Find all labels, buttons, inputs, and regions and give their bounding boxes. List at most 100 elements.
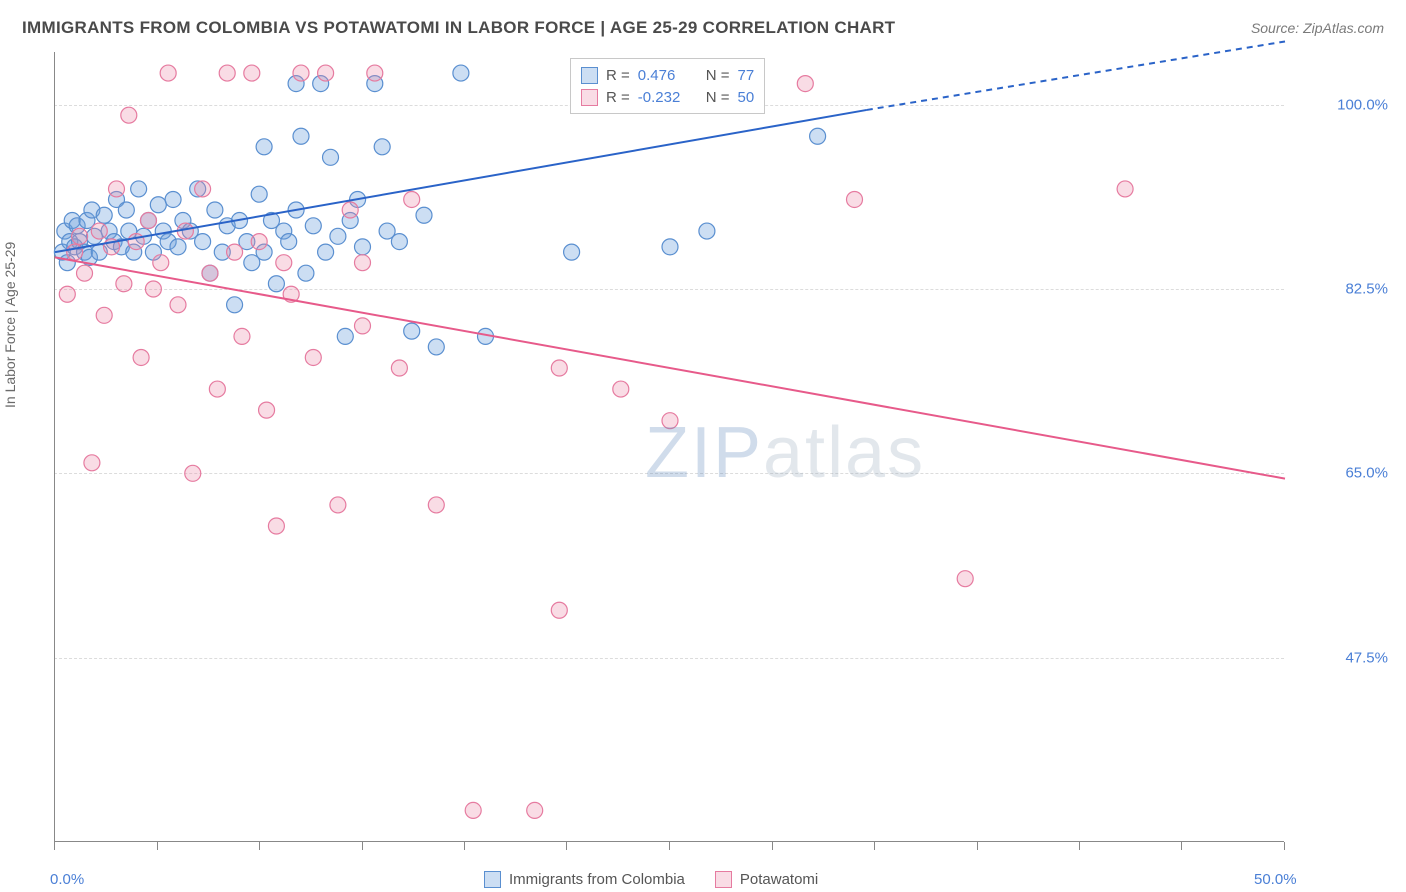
data-point [96,207,112,223]
data-point [268,518,284,534]
data-point [305,349,321,365]
data-point [428,497,444,513]
data-point [318,244,334,260]
data-point [153,255,169,271]
y-tick-label: 65.0% [1345,465,1388,482]
data-point [465,802,481,818]
chart-plot-area: ZIPatlas [54,52,1284,842]
data-point [613,381,629,397]
data-point [355,239,371,255]
data-point [165,191,181,207]
x-tick-mark [566,842,567,850]
regression-line-extrapolated [867,41,1285,109]
data-point [195,234,211,250]
data-point [957,571,973,587]
x-tick-mark [669,842,670,850]
x-tick-mark [977,842,978,850]
data-point [109,181,125,197]
data-point [330,228,346,244]
data-point [330,497,346,513]
data-point [797,76,813,92]
regression-line [55,110,867,252]
data-point [551,360,567,376]
data-point [293,128,309,144]
legend-swatch [715,871,732,888]
data-point [662,239,678,255]
legend-row: R = 0.476N = 77 [581,64,754,86]
x-tick-mark [874,842,875,850]
source-attribution: Source: ZipAtlas.com [1251,20,1384,36]
data-point [244,65,260,81]
x-tick-mark [1181,842,1182,850]
legend-swatch [581,67,598,84]
data-point [209,381,225,397]
data-point [121,107,137,123]
data-point [259,402,275,418]
series-legend: Immigrants from Colombia Potawatomi [484,871,818,888]
data-point [207,202,223,218]
correlation-legend: R = 0.476N = 77R = -0.232N = 50 [570,58,765,114]
data-point [133,349,149,365]
data-point [96,307,112,323]
legend-n-value: 50 [738,89,755,106]
data-point [256,139,272,155]
legend-r-value: 0.476 [638,67,698,84]
data-point [298,265,314,281]
legend-r-label: R = [606,89,630,106]
y-axis-label: In Labor Force | Age 25-29 [2,242,18,408]
y-tick-label: 100.0% [1337,96,1388,113]
x-tick-mark [362,842,363,850]
data-point [527,802,543,818]
x-tick-mark [259,842,260,850]
data-point [170,239,186,255]
chart-title: IMMIGRANTS FROM COLOMBIA VS POTAWATOMI I… [22,18,895,38]
data-point [318,65,334,81]
legend-r-label: R = [606,67,630,84]
data-point [551,602,567,618]
data-point [1117,181,1133,197]
data-point [323,149,339,165]
data-point [305,218,321,234]
legend-n-label: N = [706,67,730,84]
data-point [118,202,134,218]
x-tick-label: 0.0% [50,871,84,888]
legend-swatch [484,871,501,888]
data-point [391,360,407,376]
data-point [404,191,420,207]
data-point [234,328,250,344]
x-tick-mark [1079,842,1080,850]
legend-item: Immigrants from Colombia [484,871,685,888]
data-point [355,318,371,334]
y-tick-label: 82.5% [1345,281,1388,298]
data-point [367,65,383,81]
data-point [150,197,166,213]
data-point [276,255,292,271]
data-point [219,65,235,81]
data-point [699,223,715,239]
data-point [847,191,863,207]
data-point [72,228,88,244]
data-point [355,255,371,271]
data-point [342,202,358,218]
data-point [268,276,284,292]
data-point [251,234,267,250]
data-point [67,244,83,260]
data-point [374,139,390,155]
data-point [564,244,580,260]
x-tick-label: 50.0% [1254,871,1297,888]
data-point [195,181,211,197]
data-point [185,465,201,481]
data-point [59,286,75,302]
scatter-plot-svg [55,52,1284,841]
data-point [227,297,243,313]
data-point [404,323,420,339]
x-tick-mark [772,842,773,850]
data-point [145,281,161,297]
data-point [202,265,218,281]
data-point [453,65,469,81]
legend-row: R = -0.232N = 50 [581,86,754,108]
x-tick-mark [157,842,158,850]
legend-swatch [581,89,598,106]
data-point [416,207,432,223]
legend-series-name: Potawatomi [740,871,818,888]
